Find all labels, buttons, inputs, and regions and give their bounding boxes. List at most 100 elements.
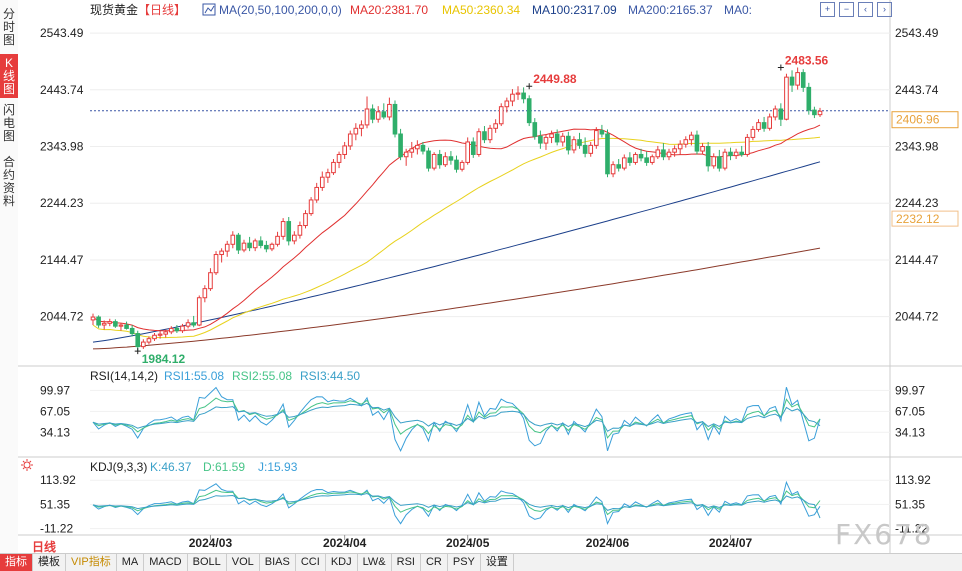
- ma-settings-icon[interactable]: [202, 3, 216, 16]
- rsi-title: RSI(14,14,2): [90, 369, 158, 383]
- candle-body: [638, 153, 644, 159]
- tab-contract-info[interactable]: 合约资料: [0, 156, 18, 208]
- candle-body: [772, 108, 778, 118]
- extreme-label: 1984.12: [142, 352, 186, 366]
- bottom-tab-psy[interactable]: PSY: [448, 554, 481, 571]
- candle-body: [789, 76, 795, 86]
- bottom-tab-vip[interactable]: VIP指标: [66, 554, 117, 571]
- tab-kline-label: K线图: [2, 56, 15, 96]
- candle-body: [236, 234, 241, 251]
- candle-body: [157, 333, 163, 336]
- candle-body: [800, 72, 806, 88]
- price-axis-label-right: 2144.47: [895, 253, 939, 267]
- candle-body: [280, 221, 286, 237]
- tab-timeshare-label: 分时图: [2, 7, 15, 47]
- indicator-axis-label-right: 51.35: [895, 497, 925, 511]
- bottom-tab-macd[interactable]: MACD: [144, 554, 188, 571]
- indicator-axis-label-left: -11.22: [40, 522, 73, 536]
- period-tab[interactable]: 日线: [32, 540, 57, 554]
- indicator-axis-label-left: 67.05: [40, 404, 70, 418]
- chart-canvas[interactable]: 2483.56 2449.88 1984.12 2543.49 2543.49 2443…: [0, 0, 962, 553]
- price-axis-label-left: 2343.98: [40, 140, 84, 154]
- bottom-tab-lw[interactable]: LW&: [358, 554, 392, 571]
- price-axis-label-left: 2044.72: [40, 310, 84, 324]
- ma20-line: [92, 124, 821, 332]
- bottom-tab-indicator[interactable]: 指标: [0, 554, 33, 571]
- bottom-tab-template[interactable]: 模板: [33, 554, 66, 571]
- candle-body: [784, 76, 789, 120]
- candle-body: [325, 172, 331, 178]
- candle-body: [448, 156, 454, 161]
- indicator-axis-label-left: 99.97: [40, 383, 70, 397]
- candle-body: [482, 131, 487, 141]
- candle-body: [761, 122, 767, 129]
- candle-body: [543, 136, 549, 144]
- tab-lightning[interactable]: 闪电图: [0, 104, 18, 143]
- bottom-tab-settings[interactable]: 设置: [481, 554, 514, 571]
- candle-body: [359, 124, 364, 129]
- candle-body: [101, 322, 107, 326]
- kdj-j-label: J:15.93: [258, 460, 298, 474]
- candle-body: [526, 98, 532, 124]
- indicator-axis-label-right: 99.97: [895, 383, 925, 397]
- bottom-tab-rsi[interactable]: RSI: [392, 554, 421, 571]
- candle-body: [627, 157, 633, 163]
- candle-body: [431, 153, 437, 169]
- candle-body: [504, 100, 510, 108]
- period-title: 【日线】: [138, 3, 186, 17]
- candle-body: [621, 157, 627, 169]
- candle-body: [342, 145, 347, 155]
- candle-body: [588, 144, 594, 154]
- bottom-tab-cr[interactable]: CR: [421, 554, 448, 571]
- candle-body: [554, 133, 560, 143]
- candle-body: [806, 86, 812, 111]
- candle-body: [739, 151, 745, 155]
- bottom-tab-bias[interactable]: BIAS: [260, 554, 296, 571]
- candle-body: [644, 157, 649, 163]
- candle-body: [465, 141, 471, 163]
- left-icon[interactable]: ‹: [858, 2, 873, 17]
- minus-icon[interactable]: −: [839, 2, 854, 17]
- candle-body: [258, 240, 264, 246]
- side-price-box: [891, 210, 959, 227]
- indicator-axis-label-right: -11.22: [895, 522, 928, 536]
- right-icon[interactable]: ›: [877, 2, 892, 17]
- watermark: FX678: [835, 518, 934, 551]
- bottom-tab-vol[interactable]: VOL: [227, 554, 260, 571]
- candle-body: [470, 141, 476, 155]
- candle-body: [152, 334, 157, 340]
- candle-body: [812, 109, 817, 116]
- candle-body: [795, 72, 800, 86]
- plus-icon[interactable]: +: [820, 2, 835, 17]
- indicator-axis-label-left: 34.13: [40, 425, 70, 439]
- extreme-marker: [777, 64, 784, 71]
- ma200-value: MA200:2165.37: [628, 3, 713, 17]
- x-axis-label: 2024/05: [446, 536, 490, 550]
- candle-body: [817, 110, 823, 116]
- tab-timeshare[interactable]: 分时图: [0, 8, 18, 47]
- candle-body: [392, 103, 398, 135]
- price-axis-label-right: 2443.74: [895, 83, 939, 97]
- indicator-bar: 指标 模板 VIP指标 MA MACD BOLL VOL BIAS CCI KD…: [0, 553, 962, 571]
- bottom-tab-kdj[interactable]: KDJ: [326, 554, 358, 571]
- sun-icon[interactable]: [21, 459, 33, 471]
- bottom-tab-boll[interactable]: BOLL: [188, 554, 227, 571]
- ma100-value: MA100:2317.09: [532, 3, 617, 17]
- candle-body: [185, 322, 191, 327]
- rsi2-label: RSI2:55.08: [232, 369, 292, 383]
- candle-body: [135, 333, 141, 348]
- candle-body: [353, 127, 359, 135]
- candle-body: [191, 322, 196, 326]
- candle-body: [336, 153, 342, 163]
- x-axis-label: 2024/06: [586, 536, 630, 550]
- sidebar: 分时图 K线图 闪电图 合约资料: [0, 0, 19, 553]
- bottom-tab-ma[interactable]: MA: [117, 554, 145, 571]
- price-axis-label-right: 2044.72: [895, 310, 939, 324]
- candle-body: [437, 153, 443, 166]
- current-price-box: [891, 111, 959, 129]
- bottom-tab-cci[interactable]: CCI: [296, 554, 326, 571]
- rsi3-line: [92, 402, 821, 432]
- rsi1-label: RSI1:55.08: [164, 369, 224, 383]
- tab-kline[interactable]: K线图: [0, 54, 18, 98]
